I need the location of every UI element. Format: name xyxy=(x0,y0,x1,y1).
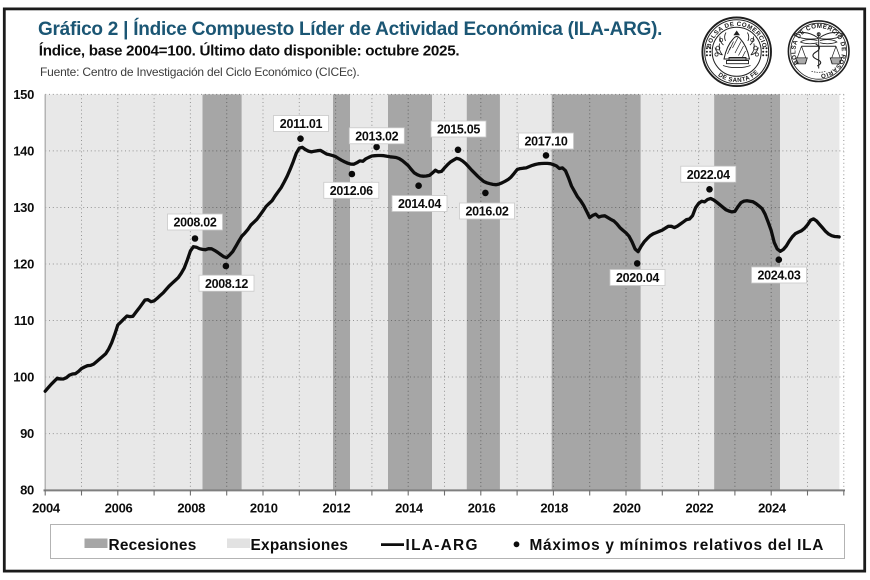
svg-text:80: 80 xyxy=(20,483,34,498)
svg-text:2022: 2022 xyxy=(686,501,714,516)
svg-text:100: 100 xyxy=(13,370,34,385)
svg-text:2010: 2010 xyxy=(250,501,278,516)
svg-text:110: 110 xyxy=(14,313,34,328)
svg-text:Índice, base 2004=100. Último: Índice, base 2004=100. Último dato dispo… xyxy=(39,42,460,60)
svg-text:90: 90 xyxy=(20,426,34,441)
svg-text:2014: 2014 xyxy=(395,501,424,516)
svg-text:2006: 2006 xyxy=(105,501,133,516)
svg-text:2012.06: 2012.06 xyxy=(330,184,373,198)
svg-text:2016.02: 2016.02 xyxy=(465,205,508,219)
svg-text:2014.04: 2014.04 xyxy=(398,197,441,211)
svg-text:2022.04: 2022.04 xyxy=(687,168,730,182)
svg-text:2024.03: 2024.03 xyxy=(757,269,800,283)
svg-text:2024: 2024 xyxy=(758,501,787,516)
svg-text:2020.04: 2020.04 xyxy=(616,271,659,285)
svg-text:120: 120 xyxy=(13,257,34,272)
svg-text:140: 140 xyxy=(13,144,34,159)
svg-text:2008.02: 2008.02 xyxy=(173,216,216,230)
svg-text:Recesiones: Recesiones xyxy=(109,537,197,554)
svg-text:2004: 2004 xyxy=(32,501,61,516)
svg-text:2011.01: 2011.01 xyxy=(280,117,323,131)
svg-text:2012: 2012 xyxy=(323,501,351,516)
svg-text:2017.10: 2017.10 xyxy=(524,135,567,149)
svg-text:Gráfico 2 | Índice Compuesto L: Gráfico 2 | Índice Compuesto Líder de Ac… xyxy=(38,18,662,40)
svg-text:2013.02: 2013.02 xyxy=(355,129,398,143)
svg-text:2015.05: 2015.05 xyxy=(437,123,480,137)
svg-text:2008.12: 2008.12 xyxy=(205,277,248,291)
svg-text:2020: 2020 xyxy=(613,501,641,516)
svg-text:Expansiones: Expansiones xyxy=(251,537,349,554)
svg-text:130: 130 xyxy=(13,200,34,215)
svg-text:2016: 2016 xyxy=(468,501,496,516)
svg-text:2008: 2008 xyxy=(177,501,205,516)
svg-text:Máximos y mínimos relativos de: Máximos y mínimos relativos del ILA xyxy=(530,537,825,554)
svg-text:150: 150 xyxy=(13,87,34,102)
svg-text:2018: 2018 xyxy=(540,501,568,516)
svg-text:ILA-ARG: ILA-ARG xyxy=(406,537,479,554)
svg-text:Fuente: Centro de Investigació: Fuente: Centro de Investigación del Cicl… xyxy=(40,65,359,79)
